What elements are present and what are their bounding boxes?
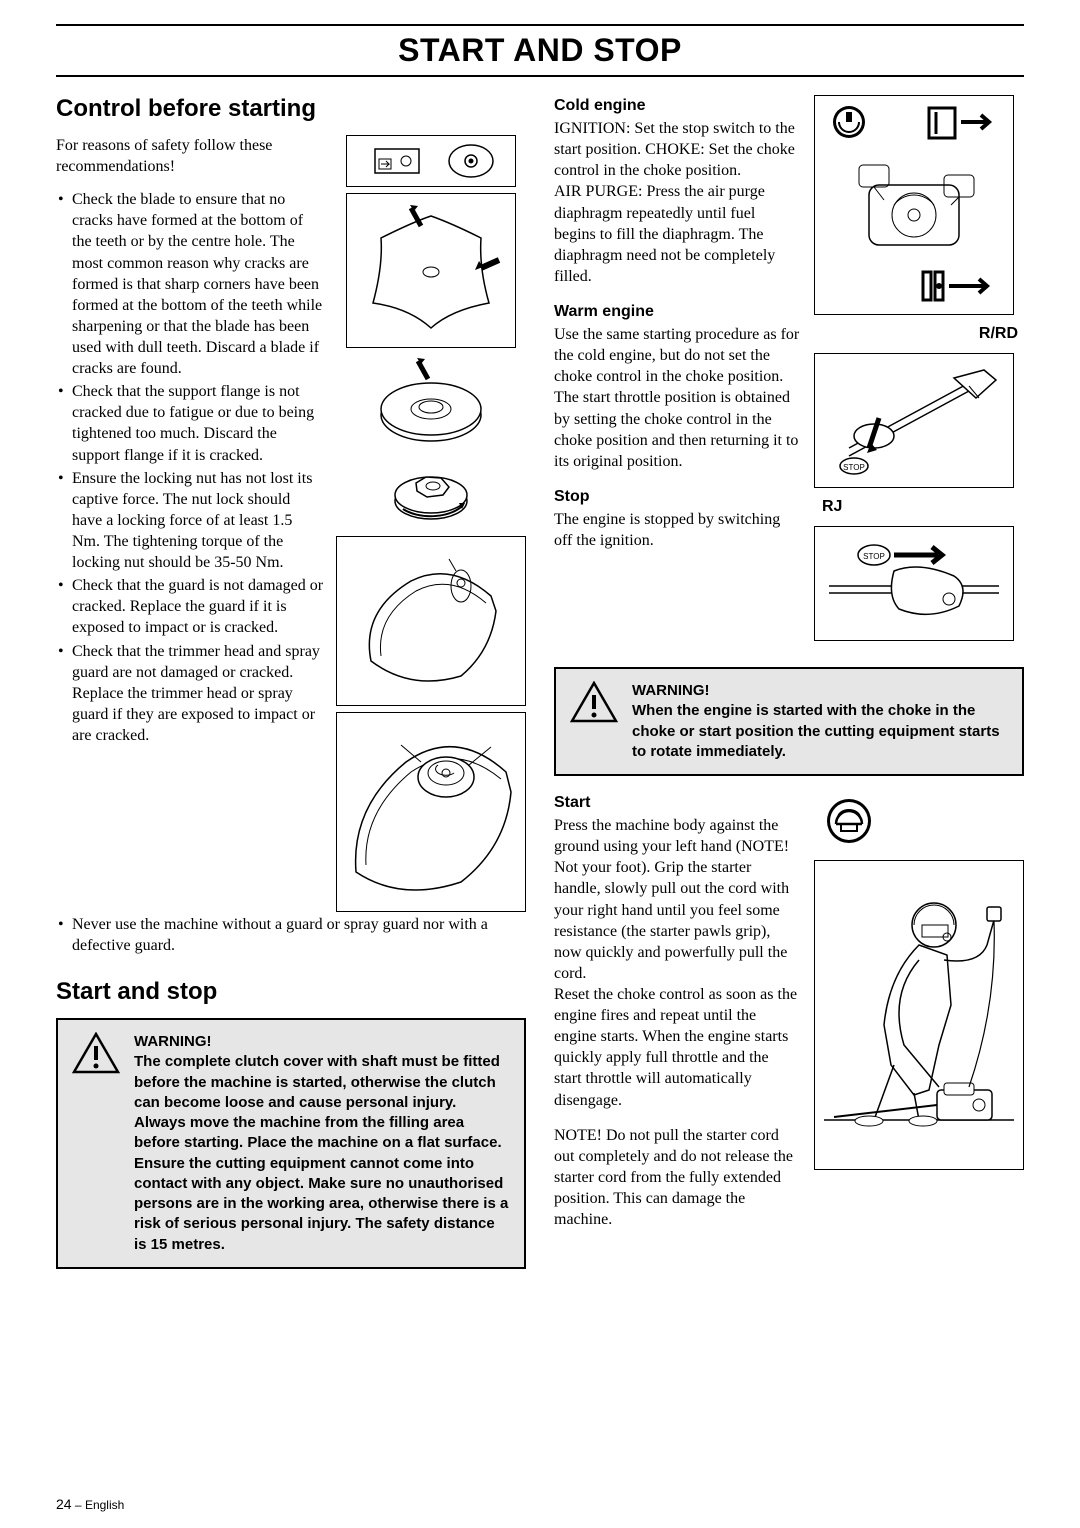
top-rule [56,24,1024,26]
content-columns: Control before starting For reasons of s… [56,95,1024,1269]
warning-box-2: WARNING! When the engine is started with… [554,667,1024,776]
full-width-bullet: Never use the machine without a guard or… [56,914,526,956]
warning-text: WARNING! The complete clutch cover with … [134,1032,510,1255]
ignition-choke-diagram [814,95,1014,315]
cold-engine-text: IGNITION: Set the stop switch to the sta… [554,118,800,287]
page-number: 24 [56,1496,72,1512]
heading-stop: Stop [554,486,800,507]
flange-diagram [346,354,516,454]
warning-text: WARNING! When the engine is started with… [632,681,1008,762]
footer-sep: – [75,1498,85,1512]
left-column: Control before starting For reasons of s… [56,95,526,1269]
blade-diagram [346,193,516,348]
starting-person-diagram [814,860,1024,1170]
warning-body: When the engine is started with the chok… [632,701,1008,762]
right-figures-lower [814,792,1024,1230]
start-text-2: Reset the choke control as soon as the e… [554,984,800,1111]
locknut-diagram [346,460,516,530]
label-rj: RJ [814,498,1024,516]
bullet-item: Check that the trimmer head and spray gu… [56,641,324,747]
warning-box-1: WARNING! The complete clutch cover with … [56,1018,526,1269]
footer-lang: English [85,1498,124,1512]
bottom-rule [56,75,1024,77]
start-text-1: Press the machine body against the groun… [554,815,800,984]
warning-icon [570,681,618,731]
right-figures-upper: R/RD STOP RJ [814,95,1024,641]
guard-diagram [336,536,526,706]
intro-text: For reasons of safety follow these recom… [56,135,324,177]
bullet-item: Check that the support flange is not cra… [56,381,324,465]
label-rrd: R/RD [814,325,1024,343]
right-text-upper: Cold engine IGNITION: Set the stop switc… [554,95,800,641]
bullet-item: Never use the machine without a guard or… [56,914,526,956]
manual-diagram [346,135,516,187]
warning-body: The complete clutch cover with shaft mus… [134,1052,510,1255]
warm-engine-text: Use the same starting procedure as for t… [554,324,800,472]
heading-cold-engine: Cold engine [554,95,800,116]
rj-diagram: STOP [814,526,1014,641]
bullet-item: Check that the guard is not damaged or c… [56,575,324,638]
right-column: Cold engine IGNITION: Set the stop switc… [554,95,1024,1269]
safety-bullets: Check the blade to ensure that no cracks… [56,189,324,746]
svg-text:STOP: STOP [863,552,885,561]
bullet-item: Check the blade to ensure that no cracks… [56,189,324,379]
helmet-icon [820,792,878,850]
right-text-lower: Start Press the machine body against the… [554,792,800,1230]
svg-text:STOP: STOP [843,463,865,472]
start-note: NOTE! Do not pull the starter cord out c… [554,1125,800,1231]
heading-start-and-stop: Start and stop [56,978,526,1006]
trimmer-head-diagram [336,712,526,912]
rrd-diagram: STOP [814,353,1014,488]
left-figures [336,135,526,912]
stop-text: The engine is stopped by switching off t… [554,509,800,551]
warning-title: WARNING! [632,681,1008,701]
left-text-block: For reasons of safety follow these recom… [56,135,324,912]
heading-warm-engine: Warm engine [554,301,800,322]
heading-start: Start [554,792,800,813]
page-footer: 24 – English [56,1496,124,1512]
heading-control-before-starting: Control before starting [56,95,526,123]
bullet-item: Ensure the locking nut has not lost its … [56,468,324,574]
warning-title: WARNING! [134,1032,510,1052]
page-title: START AND STOP [56,32,1024,69]
warning-icon [72,1032,120,1082]
